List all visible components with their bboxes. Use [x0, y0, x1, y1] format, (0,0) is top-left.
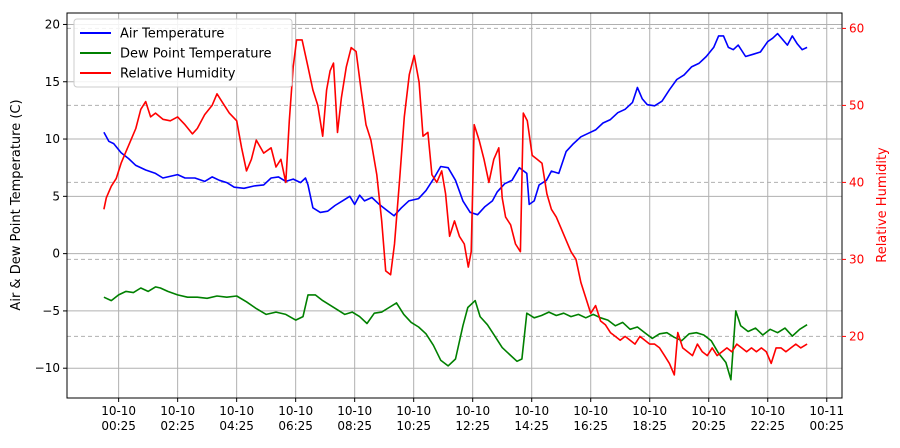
- y-axis-left: −10 −5 0 5 10 15 20: [35, 17, 67, 375]
- x-tick-label-date: 10-10: [219, 404, 254, 418]
- legend-label-air-temperature: Air Temperature: [120, 27, 224, 42]
- y-left-tick-label: 10: [45, 132, 60, 146]
- legend-label-dew-point-temperature: Dew Point Temperature: [120, 47, 272, 62]
- x-tick-label-time: 06:25: [278, 419, 313, 433]
- series-line-relative-humidity: [103, 39, 808, 376]
- x-tick-label-date: 10-10: [514, 404, 549, 418]
- y-left-tick-label: −10: [35, 361, 60, 375]
- x-tick-label-time: 00:25: [101, 419, 136, 433]
- x-tick-label-time: 08:25: [337, 419, 372, 433]
- y-right-tick-label: 20: [849, 329, 864, 343]
- x-tick-label-date: 10-10: [632, 404, 667, 418]
- x-tick-label-date: 10-10: [278, 404, 313, 418]
- x-tick-label-time: 12:25: [455, 419, 490, 433]
- x-tick-label-date: 10-10: [573, 404, 608, 418]
- legend-box: [73, 18, 293, 88]
- x-tick-label-date: 10-10: [691, 404, 726, 418]
- plot-frame: [66, 12, 843, 399]
- y-left-tick-label: 15: [45, 75, 60, 89]
- y-axis-right: 20 30 40 50 60: [842, 21, 864, 343]
- x-tick-label-time: 18:25: [632, 419, 667, 433]
- y-left-tick-label: 0: [52, 247, 60, 261]
- x-tick-label-date: 10-10: [750, 404, 785, 418]
- y-axis-right-label: Relative Humidity: [875, 147, 890, 263]
- plot-lines: [103, 32, 808, 381]
- x-tick-label-date: 10-10: [455, 404, 490, 418]
- x-tick-label-time: 10:25: [396, 419, 431, 433]
- x-tick-label-date: 10-10: [337, 404, 372, 418]
- x-tick-label-time: 02:25: [160, 419, 195, 433]
- legend-label-relative-humidity: Relative Humidity: [120, 67, 236, 82]
- series-line-dew-point-temperature: [103, 286, 808, 381]
- y-left-tick-label: 5: [52, 189, 60, 203]
- x-tick-label-time: 04:25: [219, 419, 254, 433]
- y-right-tick-label: 40: [849, 175, 864, 189]
- series-line-air-temperature: [103, 32, 808, 217]
- y-right-tick-label: 30: [849, 252, 864, 266]
- x-tick-label-date: 10-11: [809, 404, 844, 418]
- x-tick-label-date: 10-10: [101, 404, 136, 418]
- x-tick-label-time: 00:25: [809, 419, 844, 433]
- y-right-tick-label: 60: [849, 21, 864, 35]
- y-left-tick-label: 20: [45, 17, 60, 31]
- x-tick-label-date: 10-10: [160, 404, 195, 418]
- legend: Air Temperature Dew Point Temperature Rela…: [73, 18, 293, 88]
- x-axis: 10-1000:2510-1002:2510-1004:2510-1006:25…: [101, 398, 844, 433]
- y-right-tick-label: 50: [849, 98, 864, 112]
- x-tick-label-time: 20:25: [691, 419, 726, 433]
- x-tick-label-time: 14:25: [514, 419, 549, 433]
- x-tick-label-time: 16:25: [573, 419, 608, 433]
- y-axis-left-label: Air & Dew Point Temperature (C): [9, 99, 24, 310]
- x-tick-label-date: 10-10: [396, 404, 431, 418]
- x-tick-label-time: 22:25: [750, 419, 785, 433]
- y-left-tick-label: −5: [42, 304, 60, 318]
